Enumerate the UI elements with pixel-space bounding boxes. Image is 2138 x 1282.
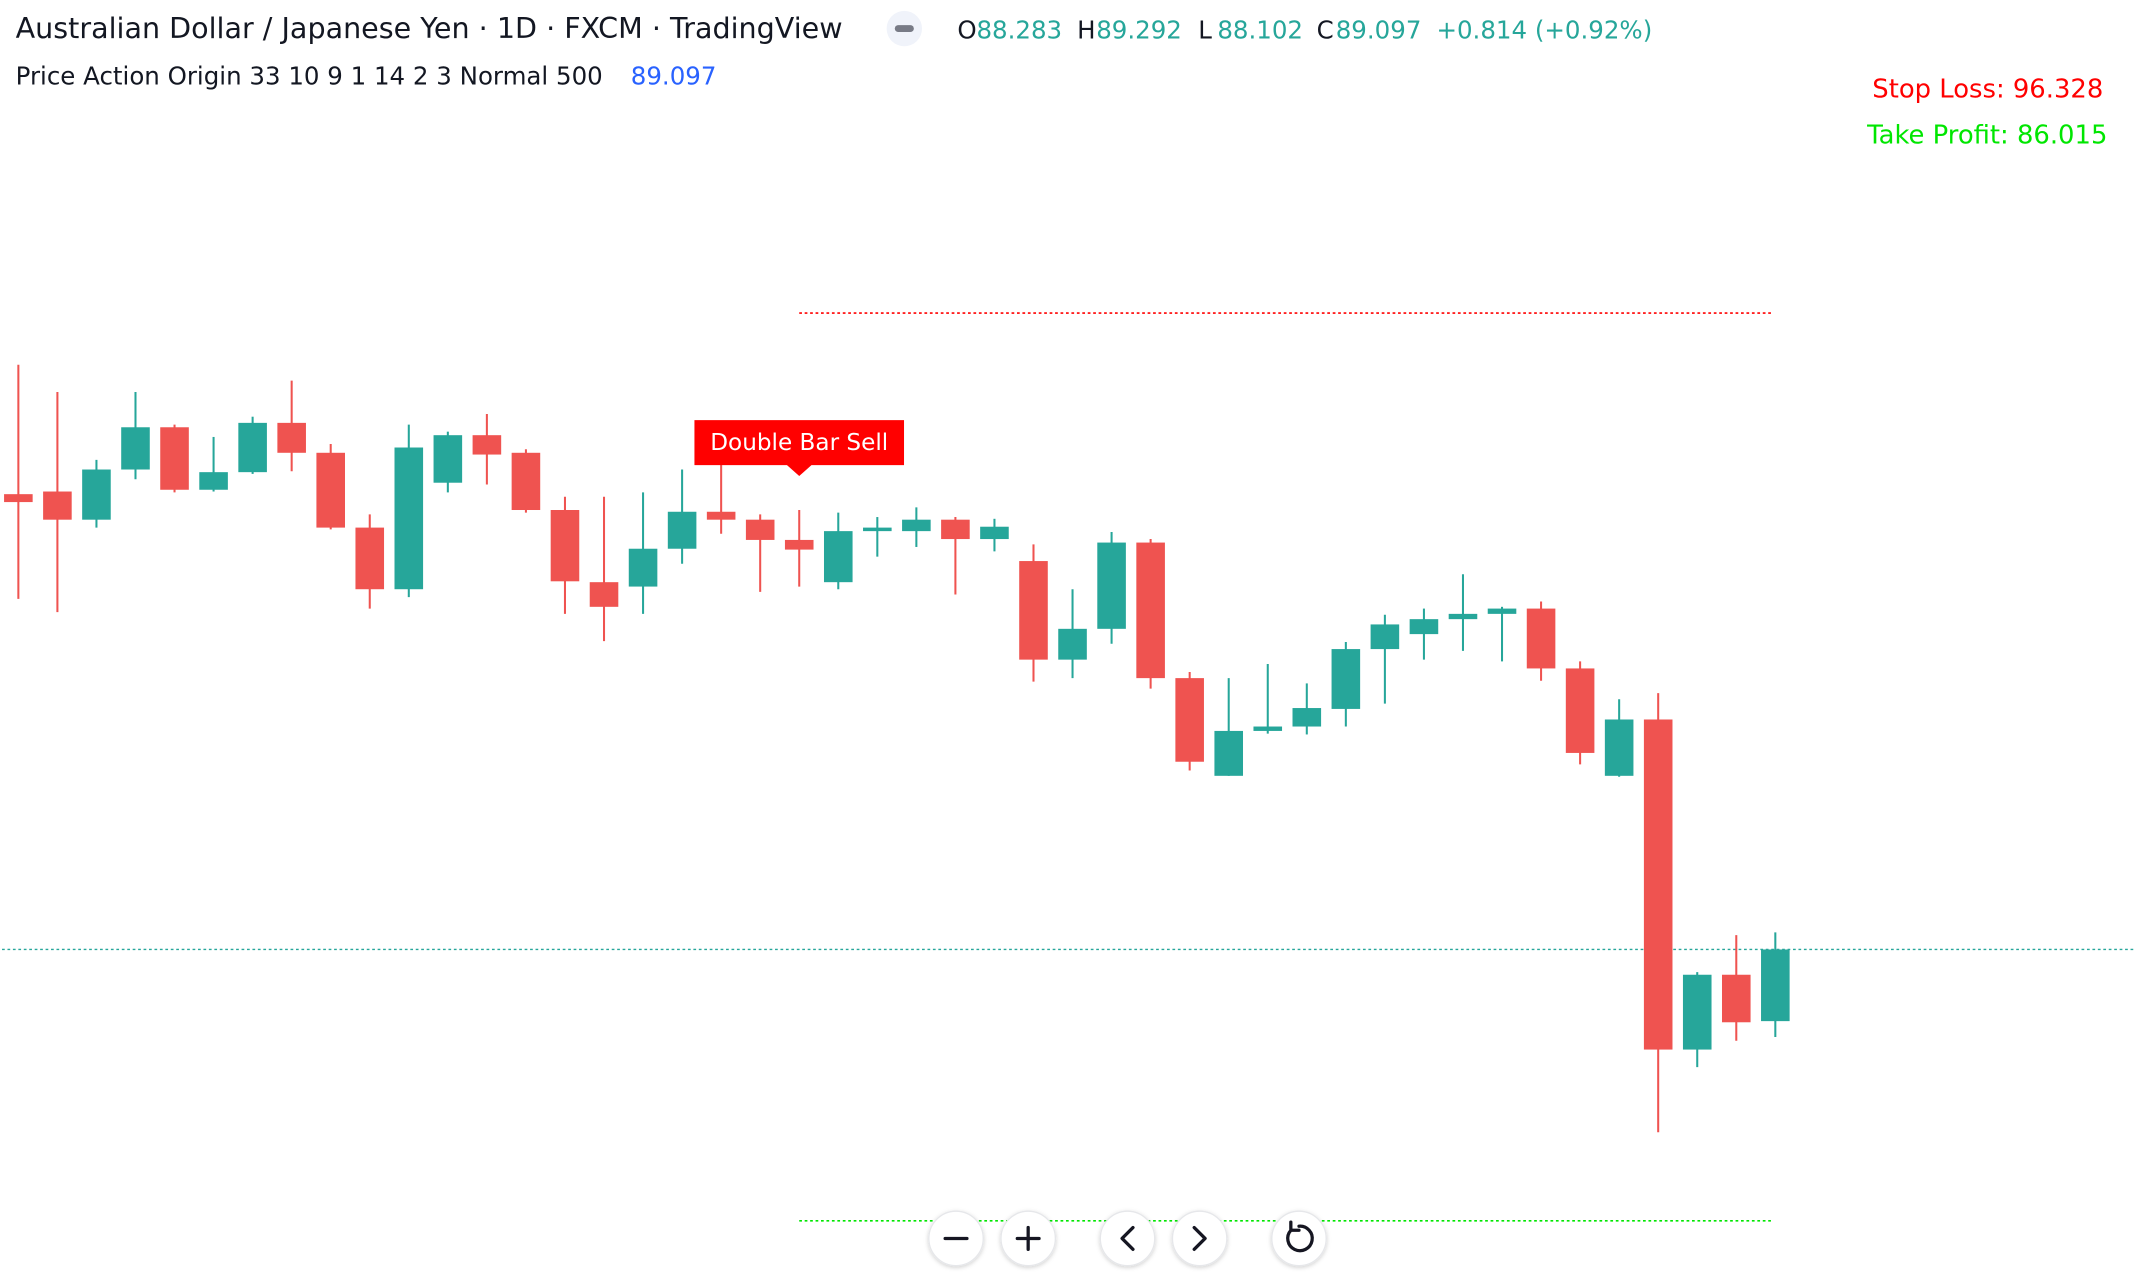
candle-body: [784, 539, 814, 550]
candle-body: [160, 427, 189, 490]
candle-body: [628, 548, 658, 587]
zoom-in-button[interactable]: [1000, 1210, 1057, 1267]
candle-body: [82, 469, 111, 520]
candle-body: [589, 582, 619, 607]
candle-body: [1058, 628, 1087, 660]
zoom-out-button[interactable]: [928, 1210, 984, 1267]
indicator-value: 89.097: [631, 62, 717, 91]
candle-body: [1643, 719, 1673, 1050]
candle-body: [43, 491, 72, 520]
candle-body: [1253, 726, 1283, 731]
candle-body: [355, 527, 385, 590]
candle-body: [472, 435, 502, 455]
candle-body: [433, 435, 463, 483]
candle-body: [1565, 668, 1595, 753]
stop-loss-label: Stop Loss: 96.328: [1872, 74, 2103, 104]
signal-annotation: Double Bar Sell: [694, 420, 905, 476]
ohlc-change: +0.814 (+0.92%): [1436, 15, 1652, 44]
candle-body: [238, 422, 267, 473]
candle-body: [1331, 649, 1361, 709]
candle-body: [1604, 719, 1634, 776]
annotation-bubble: [694, 420, 905, 476]
candle-body: [316, 452, 345, 528]
candle-body: [1721, 974, 1751, 1023]
candle-body: [277, 422, 306, 453]
candle-body: [1097, 542, 1126, 629]
indicator-name: Price Action Origin 33 10 9 1 14 2 3 Nor…: [16, 62, 603, 91]
ohlc-value: 89.097: [1336, 15, 1422, 44]
candle-body: [1526, 608, 1556, 669]
toolbar: [928, 1210, 1327, 1267]
annotation-label: Double Bar Sell: [710, 430, 888, 456]
candle-body: [706, 511, 736, 520]
collapse-button[interactable]: [886, 10, 923, 47]
candle-body: [667, 511, 697, 549]
candle-body: [1175, 678, 1204, 762]
ohlc-value: 89.292: [1096, 15, 1182, 44]
candle-body: [1448, 613, 1478, 620]
candle-body: [199, 472, 228, 490]
candle-body: [1682, 974, 1712, 1050]
candle-body: [902, 519, 931, 532]
candle-body: [511, 452, 541, 511]
candle-body: [1761, 949, 1790, 1022]
ohlc-value: 88.283: [976, 15, 1062, 44]
candle-body: [863, 527, 892, 532]
chart-title: Australian Dollar / Japanese Yen · 1D · …: [16, 11, 843, 45]
ohlc-letter: H: [1077, 15, 1095, 44]
take-profit-label: Take Profit: 86.015: [1866, 121, 2107, 151]
ohlc-letter: O: [957, 15, 976, 44]
ohlc-letter: C: [1317, 15, 1334, 44]
candle-body: [550, 510, 580, 582]
candle-body: [1409, 619, 1439, 635]
candle-body: [745, 519, 775, 540]
ohlc-letter: L: [1198, 15, 1212, 44]
collapse-icon[interactable]: [894, 25, 914, 32]
candle-body: [1292, 708, 1322, 727]
candle-body: [4, 494, 33, 503]
candle-body: [980, 526, 1009, 540]
candle-body: [941, 519, 970, 540]
ohlc-value: 88.102: [1217, 15, 1303, 44]
candle-body: [1370, 624, 1400, 650]
candle-body: [1019, 561, 1048, 660]
reset-button[interactable]: [1271, 1210, 1327, 1267]
candle-body: [394, 447, 424, 590]
candle-body: [121, 427, 150, 470]
candle-body: [1136, 542, 1165, 679]
candle-body: [1214, 730, 1244, 776]
candle-body: [1487, 608, 1517, 614]
scroll-left-button[interactable]: [1099, 1210, 1156, 1267]
candle-body: [823, 531, 853, 583]
scroll-right-button[interactable]: [1171, 1210, 1228, 1267]
